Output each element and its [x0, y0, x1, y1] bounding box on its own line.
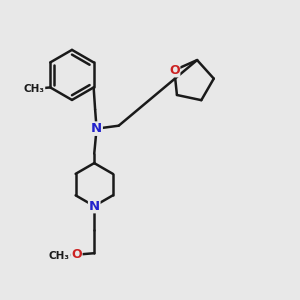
Text: CH₃: CH₃ — [24, 84, 45, 94]
Text: N: N — [91, 122, 102, 135]
Text: O: O — [169, 64, 180, 77]
Text: CH₃: CH₃ — [49, 250, 70, 261]
Text: N: N — [89, 200, 100, 213]
Text: O: O — [71, 248, 82, 261]
